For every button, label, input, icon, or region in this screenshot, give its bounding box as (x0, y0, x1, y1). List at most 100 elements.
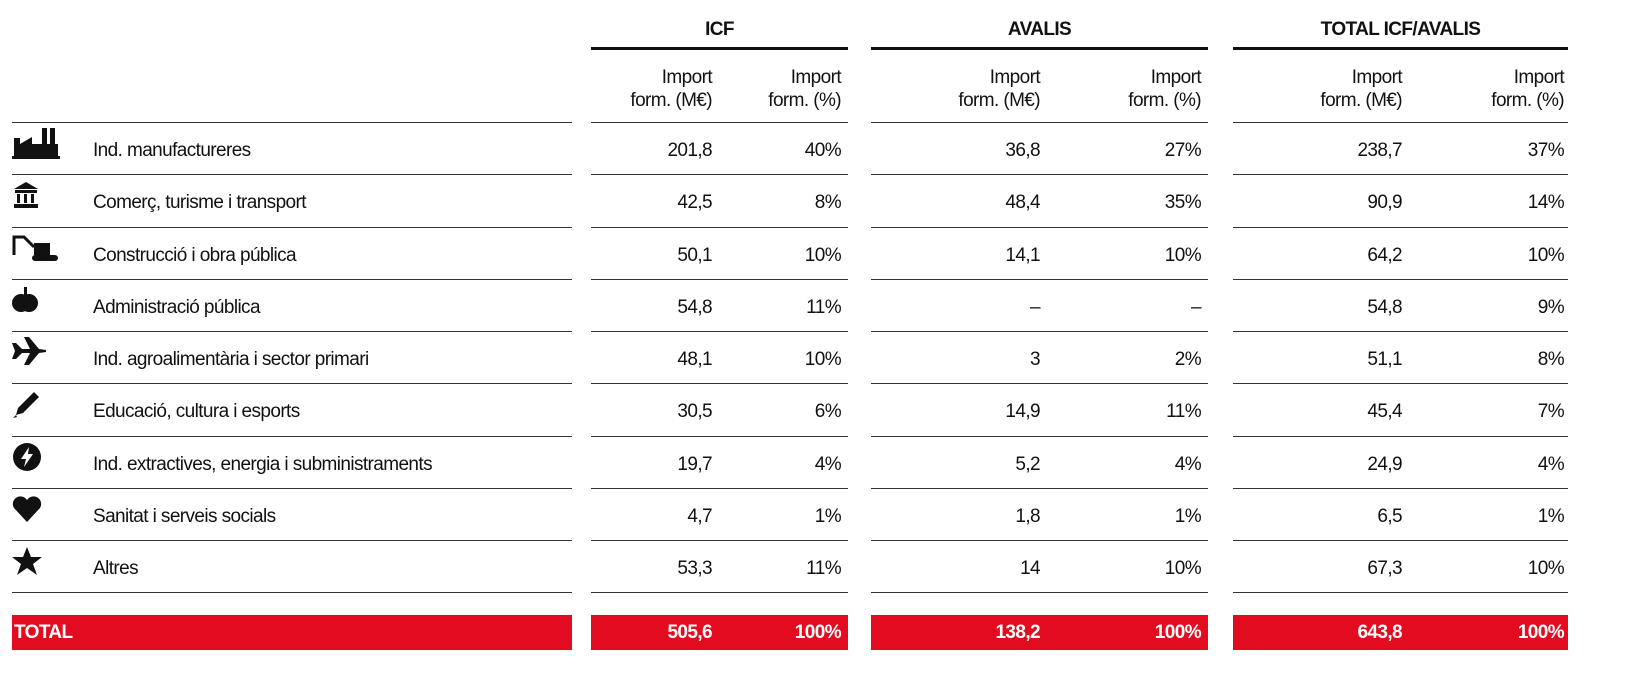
total-bar (12, 615, 572, 650)
row-line (871, 436, 1208, 437)
row-label: Altres (93, 558, 139, 579)
cell: 2% (1174, 349, 1202, 370)
row-line (12, 488, 572, 489)
subheader: form. (%) (768, 90, 841, 111)
total-bar (591, 615, 848, 650)
cell: – (1030, 297, 1041, 318)
row-line (591, 174, 848, 175)
cell: 1% (814, 506, 842, 527)
row-line (1233, 540, 1568, 541)
row-line (591, 488, 848, 489)
row-label: Administració pública (93, 297, 261, 318)
total-cell: 100% (1154, 622, 1202, 643)
cell: 51,1 (1367, 349, 1402, 370)
row-line (591, 227, 848, 228)
row-line (591, 279, 848, 280)
row-line (871, 540, 1208, 541)
cell: 19,7 (677, 454, 712, 475)
row-line (1233, 279, 1568, 280)
group-title: TOTAL ICF/AVALIS (1320, 19, 1481, 40)
cell: 14,1 (1005, 245, 1040, 266)
row-label: Construcció i obra pública (93, 245, 297, 266)
cell: 5,2 (1015, 454, 1040, 475)
row-icon (13, 392, 39, 418)
cell: 10% (1527, 558, 1565, 579)
cell: 4% (1174, 454, 1202, 475)
subheader: form. (M€) (1320, 90, 1402, 111)
subheader: form. (%) (1128, 90, 1201, 111)
row-label: Ind. manufactureres (93, 140, 251, 161)
row-line (871, 174, 1208, 175)
subheader: Import (1513, 67, 1565, 88)
cell: 90,9 (1367, 192, 1402, 213)
row-line (1233, 488, 1568, 489)
cell: – (1191, 297, 1202, 318)
row-line (12, 383, 572, 384)
row-line (12, 279, 572, 280)
cell: 64,2 (1367, 245, 1402, 266)
row-icon (12, 235, 58, 261)
group-underline (871, 47, 1208, 50)
cell: 37% (1527, 140, 1565, 161)
row-line (591, 122, 848, 123)
group-underline (1233, 47, 1568, 50)
row-line (1233, 436, 1568, 437)
cell: 48,1 (677, 349, 712, 370)
row-line (12, 436, 572, 437)
cell: 11% (806, 558, 841, 579)
subheader: Import (1150, 67, 1202, 88)
row-line (12, 540, 572, 541)
subheader: form. (%) (1491, 90, 1564, 111)
row-line (12, 592, 572, 593)
cell: 30,5 (677, 401, 712, 422)
cell: 3 (1030, 349, 1041, 370)
subheader: Import (661, 67, 713, 88)
cell: 10% (804, 349, 842, 370)
cell: 8% (814, 192, 842, 213)
subheader: Import (1351, 67, 1403, 88)
cell: 4% (814, 454, 842, 475)
cell: 1% (1537, 506, 1565, 527)
cell: 11% (806, 297, 841, 318)
cell: 45,4 (1367, 401, 1402, 422)
cell: 14 (1020, 558, 1041, 579)
total-cell: 100% (1517, 622, 1565, 643)
cell: 36,8 (1005, 140, 1040, 161)
row-icon (12, 547, 42, 575)
cell: 238,7 (1357, 140, 1402, 161)
cell: 67,3 (1367, 558, 1402, 579)
cell: 201,8 (667, 140, 712, 161)
cell: 4% (1537, 454, 1565, 475)
row-icon (12, 287, 38, 312)
row-line (871, 227, 1208, 228)
row-line (871, 488, 1208, 489)
row-line (871, 592, 1208, 593)
row-line (871, 331, 1208, 332)
subheader: form. (M€) (958, 90, 1040, 111)
row-icon (12, 337, 46, 365)
cell: 1,8 (1015, 506, 1040, 527)
cell: 6,5 (1377, 506, 1402, 527)
total-cell: 138,2 (995, 622, 1040, 643)
cell: 54,8 (1367, 297, 1402, 318)
cell: 42,5 (677, 192, 712, 213)
cell: 40% (804, 140, 842, 161)
row-line (871, 122, 1208, 123)
subheader: Import (989, 67, 1041, 88)
row-label: Ind. agroalimentària i sector primari (93, 349, 369, 370)
total-cell: 505,6 (667, 622, 712, 643)
row-label: Ind. extractives, energia i subministram… (93, 454, 433, 475)
cell: 11% (1166, 401, 1201, 422)
cell: 6% (814, 401, 842, 422)
cell: 4,7 (687, 506, 712, 527)
group-title: ICF (705, 19, 734, 40)
cell: 54,8 (677, 297, 712, 318)
cell: 10% (1164, 245, 1202, 266)
cell: 14% (1527, 192, 1565, 213)
cell: 8% (1537, 349, 1565, 370)
row-line (12, 122, 572, 123)
row-line (1233, 174, 1568, 175)
total-bar (1233, 615, 1568, 650)
row-icon (14, 182, 38, 208)
